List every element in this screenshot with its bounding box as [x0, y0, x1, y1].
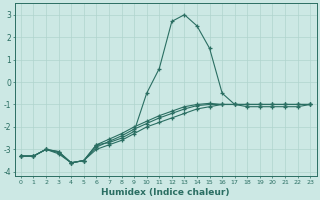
X-axis label: Humidex (Indice chaleur): Humidex (Indice chaleur): [101, 188, 230, 197]
